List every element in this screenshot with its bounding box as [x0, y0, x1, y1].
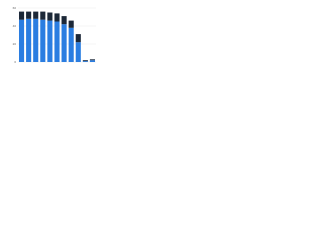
bar-segment: [40, 19, 46, 62]
bar-segment: [40, 11, 46, 20]
bar-segment: [82, 61, 88, 62]
bar-segment: [89, 60, 96, 62]
bar-segment: [61, 16, 67, 25]
bar-segment: [54, 13, 60, 22]
bar-segment: [75, 34, 81, 43]
bar-segment: [75, 42, 81, 62]
page: {"chart_data": {"type": "stacked_bar", "…: [0, 0, 320, 71]
bar-segment: [33, 11, 39, 19]
bar-segment: [54, 21, 60, 62]
y-tick-label: 60: [13, 6, 17, 10]
bar-segment: [82, 60, 88, 62]
bar-segment: [26, 18, 32, 62]
bar-segment: [68, 20, 74, 28]
y-tick-label: 20: [13, 42, 17, 46]
y-tick-label: 40: [13, 24, 17, 28]
bar-segment: [47, 20, 53, 63]
bar-segment: [47, 12, 53, 21]
bar-segment: [33, 18, 39, 62]
bar-segment: [18, 11, 25, 20]
bar-segment: [61, 24, 67, 62]
bar-segment: [89, 59, 96, 61]
chart: 0 20 40 60: [13, 6, 96, 64]
bar-segment: [26, 11, 32, 19]
bar-segment: [18, 19, 25, 62]
y-tick-label: 0: [14, 60, 16, 64]
bar-segment: [68, 27, 74, 62]
